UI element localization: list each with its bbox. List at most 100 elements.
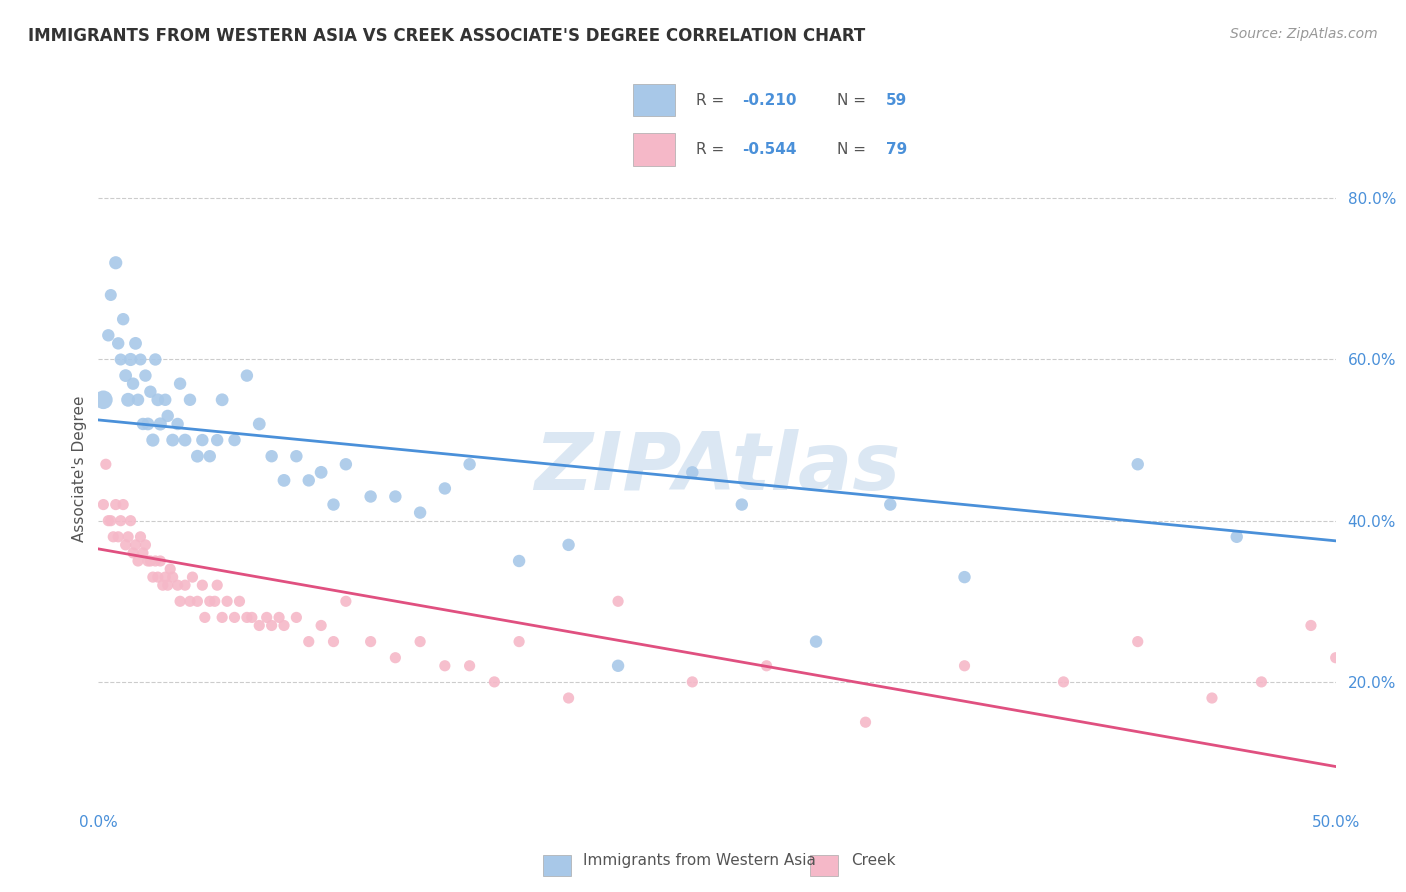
Point bbox=[953, 658, 976, 673]
Point bbox=[335, 594, 357, 608]
Point bbox=[384, 490, 406, 504]
Point bbox=[285, 449, 308, 463]
Point bbox=[169, 594, 191, 608]
Point bbox=[1126, 634, 1149, 648]
Point bbox=[681, 466, 703, 480]
Point bbox=[267, 610, 290, 624]
Point bbox=[142, 433, 165, 447]
Text: Creek: Creek bbox=[851, 854, 896, 868]
Point bbox=[205, 578, 228, 592]
Point bbox=[132, 417, 155, 431]
Point bbox=[217, 594, 239, 608]
Point bbox=[1126, 457, 1149, 471]
Point bbox=[117, 530, 139, 544]
Text: N =: N = bbox=[837, 93, 870, 108]
Point bbox=[139, 554, 162, 568]
Point bbox=[166, 417, 188, 431]
Point bbox=[607, 658, 630, 673]
Point bbox=[1399, 634, 1406, 648]
Point bbox=[198, 594, 221, 608]
Point bbox=[194, 610, 217, 624]
Text: -0.210: -0.210 bbox=[742, 93, 796, 108]
Point bbox=[236, 368, 259, 383]
Point bbox=[136, 554, 159, 568]
Point bbox=[458, 658, 481, 673]
Point bbox=[127, 554, 149, 568]
Point bbox=[1201, 691, 1223, 706]
Point bbox=[114, 538, 136, 552]
Point bbox=[122, 546, 145, 560]
Text: N =: N = bbox=[837, 142, 870, 157]
Point bbox=[1350, 610, 1372, 624]
Point bbox=[804, 634, 827, 648]
Point bbox=[322, 634, 344, 648]
Point bbox=[1250, 674, 1272, 689]
Point bbox=[260, 618, 283, 632]
Text: Source: ZipAtlas.com: Source: ZipAtlas.com bbox=[1230, 27, 1378, 41]
Point bbox=[755, 658, 778, 673]
Point bbox=[360, 634, 382, 648]
Point bbox=[240, 610, 263, 624]
Point bbox=[129, 352, 152, 367]
Point bbox=[174, 433, 197, 447]
Point bbox=[159, 562, 181, 576]
Point bbox=[149, 417, 172, 431]
Text: -0.544: -0.544 bbox=[742, 142, 796, 157]
Point bbox=[236, 610, 259, 624]
Point bbox=[335, 457, 357, 471]
Point bbox=[409, 634, 432, 648]
Point bbox=[114, 368, 136, 383]
Point bbox=[224, 433, 246, 447]
Text: 59: 59 bbox=[886, 93, 907, 108]
Point bbox=[149, 554, 172, 568]
Point bbox=[156, 578, 179, 592]
Point bbox=[204, 594, 226, 608]
Point bbox=[557, 538, 579, 552]
Point bbox=[104, 256, 127, 270]
Point bbox=[409, 506, 432, 520]
Point bbox=[179, 594, 201, 608]
Text: R =: R = bbox=[696, 93, 730, 108]
Point bbox=[127, 392, 149, 407]
Text: ZIPAtlas: ZIPAtlas bbox=[534, 429, 900, 508]
Point bbox=[179, 392, 201, 407]
Point bbox=[155, 392, 177, 407]
Point bbox=[124, 336, 146, 351]
Point bbox=[508, 634, 530, 648]
FancyBboxPatch shape bbox=[543, 855, 571, 876]
Point bbox=[953, 570, 976, 584]
Point bbox=[162, 570, 184, 584]
FancyBboxPatch shape bbox=[810, 855, 838, 876]
Point bbox=[107, 336, 129, 351]
Point bbox=[110, 514, 132, 528]
Point bbox=[104, 498, 127, 512]
Point bbox=[309, 466, 332, 480]
Point bbox=[322, 498, 344, 512]
Point bbox=[211, 610, 233, 624]
Point bbox=[273, 618, 295, 632]
Point bbox=[247, 618, 270, 632]
Point bbox=[458, 457, 481, 471]
Point bbox=[298, 634, 321, 648]
Point bbox=[273, 474, 295, 488]
Point bbox=[285, 610, 308, 624]
Point bbox=[112, 312, 135, 326]
Text: IMMIGRANTS FROM WESTERN ASIA VS CREEK ASSOCIATE'S DEGREE CORRELATION CHART: IMMIGRANTS FROM WESTERN ASIA VS CREEK AS… bbox=[28, 27, 865, 45]
Point bbox=[205, 433, 228, 447]
Point bbox=[97, 328, 120, 343]
Point bbox=[298, 474, 321, 488]
Point bbox=[186, 449, 208, 463]
Point bbox=[191, 433, 214, 447]
Point bbox=[120, 352, 142, 367]
Point bbox=[433, 658, 456, 673]
Point bbox=[103, 530, 125, 544]
Point bbox=[117, 392, 139, 407]
Point bbox=[134, 368, 156, 383]
Point bbox=[198, 449, 221, 463]
Point bbox=[146, 570, 169, 584]
Point bbox=[155, 570, 177, 584]
Point bbox=[120, 514, 142, 528]
Point bbox=[174, 578, 197, 592]
Point bbox=[107, 530, 129, 544]
Point bbox=[191, 578, 214, 592]
